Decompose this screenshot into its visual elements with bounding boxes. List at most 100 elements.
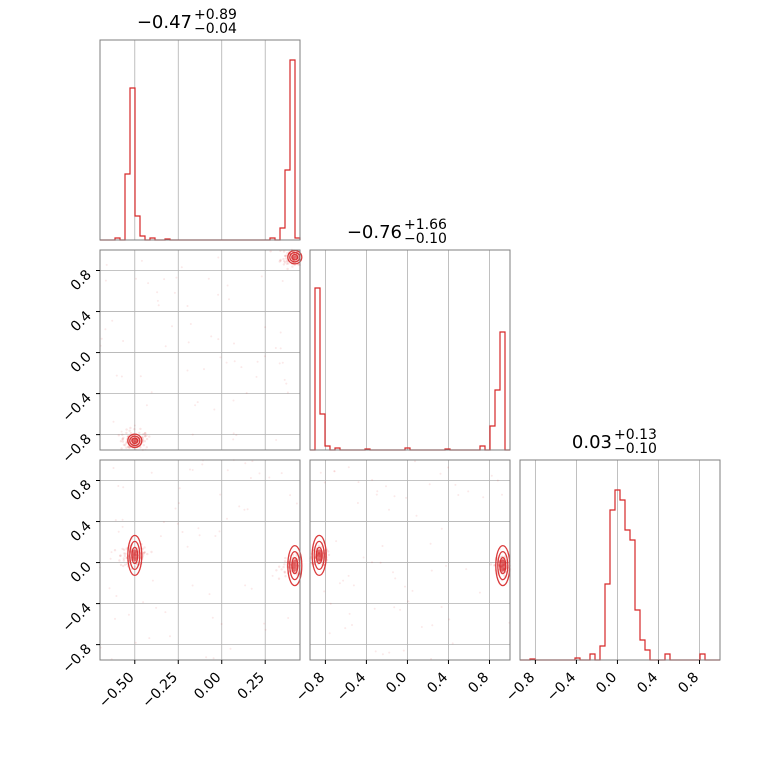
scatter-point xyxy=(327,550,330,553)
y-tick-label: 0.0 xyxy=(68,559,95,586)
scatter-point xyxy=(225,361,228,364)
scatter-point xyxy=(278,565,281,568)
scatter-point xyxy=(142,552,145,555)
panel-frame xyxy=(519,459,721,661)
scatter-point xyxy=(139,446,142,449)
scatter-point xyxy=(263,355,266,358)
scatter-point xyxy=(275,569,278,572)
title-value: −0.76 xyxy=(347,222,402,243)
scatter-point xyxy=(122,557,126,560)
scatter-point xyxy=(120,430,123,433)
scatter-point xyxy=(176,522,179,525)
scatter-point xyxy=(143,551,146,554)
scatter-point xyxy=(280,472,283,475)
scatter-point xyxy=(162,521,165,524)
scatter-point xyxy=(156,299,159,302)
scatter-point xyxy=(333,470,336,473)
scatter-point xyxy=(100,337,103,340)
density-contour xyxy=(127,534,143,577)
scatter-point xyxy=(430,569,433,572)
scatter-point xyxy=(115,374,118,377)
scatter-point xyxy=(431,624,434,627)
scatter-point xyxy=(157,304,160,307)
scatter-point xyxy=(148,637,151,640)
scatter-point xyxy=(233,342,235,345)
scatter-point xyxy=(220,623,223,625)
scatter-point xyxy=(144,432,147,435)
scatter-point xyxy=(279,258,282,262)
scatter-point xyxy=(278,260,281,263)
scatter-point xyxy=(281,361,284,364)
scatter-point xyxy=(142,553,145,557)
scatter-point xyxy=(238,505,241,508)
histogram-step-0 xyxy=(100,59,301,241)
scatter-point xyxy=(279,259,282,262)
panel-title-0: −0.47 +0.89−0.04 xyxy=(137,7,237,37)
scatter-point xyxy=(134,641,137,644)
scatter-point xyxy=(232,432,235,435)
title-value: −0.47 xyxy=(137,12,192,33)
density-core xyxy=(316,549,323,562)
scatter-point xyxy=(122,564,125,568)
scatter-point xyxy=(125,547,128,550)
scatter-point xyxy=(440,527,443,530)
scatter-point xyxy=(229,647,232,650)
scatter-point xyxy=(104,328,107,331)
scatter-point xyxy=(143,551,146,554)
scatter-point xyxy=(194,404,197,407)
y-tick-label: 0.0 xyxy=(68,349,95,376)
scatter-point xyxy=(145,404,148,407)
scatter-point xyxy=(376,490,379,493)
scatter-point xyxy=(117,485,120,487)
scatter-point xyxy=(269,250,272,253)
scatter-point xyxy=(187,341,190,344)
x-tick-label: 0.8 xyxy=(465,670,492,697)
scatter-point xyxy=(121,547,124,551)
histogram-step-1 xyxy=(310,287,510,451)
scatter-point xyxy=(381,545,384,547)
scatter-point xyxy=(119,563,123,567)
scatter-point xyxy=(205,656,208,659)
scatter-point xyxy=(362,556,365,559)
scatter-point xyxy=(232,438,235,441)
scatter-point xyxy=(122,486,125,489)
scatter-point xyxy=(291,265,294,268)
scatter-point xyxy=(142,601,145,604)
panel-frame xyxy=(99,249,301,451)
scatter-panel-1-0 xyxy=(99,248,303,452)
histogram-panel-1 xyxy=(309,249,511,451)
scatter-point xyxy=(295,502,298,505)
scatter-point xyxy=(284,254,287,258)
scatter-point xyxy=(465,568,468,571)
scatter-point xyxy=(156,291,159,294)
scatter-point xyxy=(119,554,122,557)
y-tick-label: 0.8 xyxy=(68,477,95,504)
scatter-point xyxy=(121,440,125,443)
scatter-point xyxy=(171,325,173,328)
scatter-point xyxy=(145,446,148,449)
scatter-point xyxy=(375,493,378,496)
scatter-point xyxy=(114,519,117,522)
scatter-point xyxy=(226,284,229,287)
scatter-point xyxy=(143,434,147,438)
scatter-point xyxy=(112,467,115,469)
scatter-point xyxy=(124,442,128,445)
scatter-point xyxy=(214,535,217,537)
x-tick-label: 0.4 xyxy=(634,669,661,696)
scatter-point xyxy=(503,574,506,577)
scatter-point xyxy=(122,443,126,446)
x-tick-label: −0.8 xyxy=(503,670,538,705)
scatter-point xyxy=(133,428,136,431)
scatter-point xyxy=(404,585,406,588)
scatter-point xyxy=(141,547,145,550)
scatter-point xyxy=(295,554,298,557)
scatter-point xyxy=(352,584,355,587)
scatter-point xyxy=(283,563,286,566)
scatter-point xyxy=(226,469,229,472)
panel-title-1: −0.76 +1.66−0.10 xyxy=(347,217,447,247)
scatter-point xyxy=(284,556,287,560)
scatter-point xyxy=(275,439,278,441)
panel-frame xyxy=(99,39,301,241)
y-tick-label: −0.4 xyxy=(59,600,94,635)
